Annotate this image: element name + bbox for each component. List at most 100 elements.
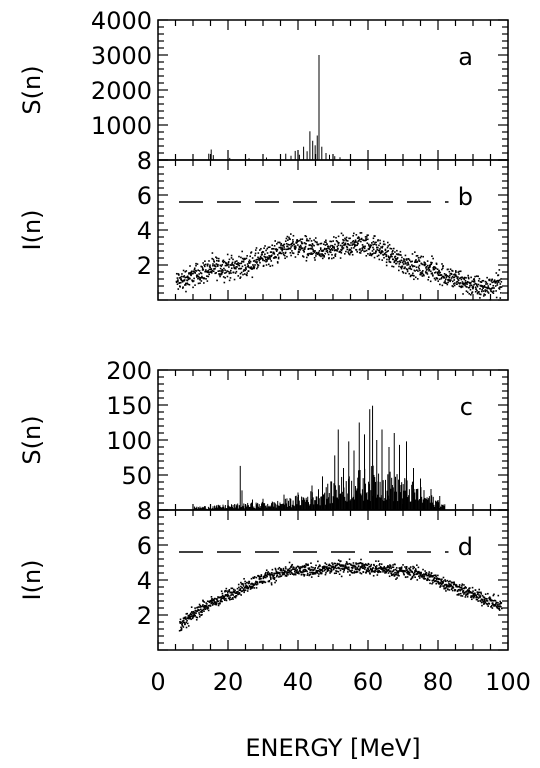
scatter-point: [341, 248, 344, 250]
scatter-point: [316, 571, 318, 573]
scatter-point: [457, 276, 459, 278]
scatter-point: [319, 247, 322, 249]
scatter-point: [497, 602, 499, 604]
scatter-point: [328, 250, 331, 253]
scatter-point: [381, 569, 384, 571]
scatter-point: [402, 572, 405, 575]
scatter-point: [373, 256, 376, 259]
scatter-point: [218, 273, 220, 275]
scatter-point: [323, 565, 325, 568]
scatter-point: [363, 564, 366, 566]
scatter-point: [228, 595, 230, 597]
scatter-point: [321, 250, 324, 252]
scatter-point: [249, 586, 252, 588]
scatter-point: [258, 258, 260, 261]
scatter-point: [232, 598, 234, 600]
scatter-point: [414, 260, 417, 262]
scatter-point: [342, 234, 344, 237]
scatter-point: [318, 568, 321, 571]
scatter-point: [441, 263, 443, 265]
scatter-point: [213, 264, 216, 266]
scatter-point: [181, 622, 183, 625]
scatter-point: [374, 571, 376, 573]
scatter-point: [337, 563, 339, 565]
scatter-point: [460, 276, 462, 279]
scatter-point: [426, 574, 428, 577]
scatter-point: [462, 277, 464, 279]
scatter-point: [198, 609, 200, 612]
scatter-point: [273, 578, 276, 581]
scatter-point: [334, 562, 337, 565]
scatter-point: [350, 564, 352, 566]
scatter-point: [394, 571, 396, 574]
scatter-point: [416, 278, 419, 280]
scatter-point: [244, 582, 247, 585]
scatter-point: [210, 601, 213, 603]
scatter-point: [295, 246, 297, 249]
scatter-point: [494, 281, 497, 283]
scatter-point: [222, 276, 225, 278]
scatter-point: [319, 242, 322, 245]
scatter-point: [179, 281, 182, 284]
scatter-point: [231, 264, 234, 266]
scatter-point: [198, 613, 201, 616]
scatter-point: [253, 266, 256, 268]
scatter-point: [367, 567, 369, 569]
scatter-point: [238, 593, 241, 595]
scatter-point: [499, 286, 502, 288]
scatter-point: [248, 580, 251, 583]
scatter-point: [256, 262, 258, 264]
scatter-point: [257, 252, 260, 254]
scatter-point: [232, 588, 235, 591]
scatter-point: [483, 598, 486, 601]
scatter-point: [244, 589, 247, 591]
scatter-point: [442, 576, 445, 579]
scatter-point: [261, 253, 263, 256]
scatter-point: [219, 275, 221, 278]
scatter-point: [465, 282, 468, 284]
scatter-point: [411, 274, 414, 277]
scatter-point: [476, 596, 478, 598]
scatter-point: [301, 242, 304, 245]
scatter-point: [298, 246, 301, 249]
scatter-point: [499, 605, 501, 607]
scatter-point: [221, 268, 224, 271]
scatter-point: [373, 563, 375, 566]
scatter-point: [222, 261, 225, 264]
scatter-point: [237, 590, 239, 593]
scatter-point: [238, 255, 240, 258]
scatter-point: [217, 604, 220, 607]
scatter-point: [313, 257, 316, 259]
scatter-point: [277, 568, 280, 570]
scatter-point: [487, 291, 489, 293]
y-axis-label: S(n): [18, 415, 46, 464]
scatter-point: [210, 602, 213, 605]
scatter-point: [230, 598, 233, 601]
scatter-point: [297, 565, 300, 568]
scatter-point: [348, 568, 350, 571]
scatter-point: [280, 248, 282, 250]
scatter-point: [436, 272, 439, 275]
scatter-point: [226, 253, 229, 256]
scatter-point: [279, 575, 282, 578]
scatter-point: [225, 587, 228, 590]
scatter-point: [213, 260, 215, 262]
scatter-point: [340, 567, 342, 570]
scatter-point: [259, 255, 262, 258]
scatter-point: [468, 587, 470, 590]
scatter-point: [495, 290, 497, 292]
scatter-point: [464, 283, 466, 285]
scatter-point: [261, 251, 263, 254]
scatter-point: [250, 252, 252, 254]
scatter-point: [314, 240, 317, 243]
scatter-point: [189, 617, 192, 619]
scatter-point: [327, 569, 330, 572]
scatter-point: [390, 253, 392, 256]
scatter-point: [486, 289, 488, 292]
scatter-point: [290, 564, 293, 567]
scatter-point: [452, 587, 455, 589]
scatter-point: [252, 584, 255, 587]
scatter-point: [232, 590, 235, 593]
scatter-point: [439, 586, 441, 588]
